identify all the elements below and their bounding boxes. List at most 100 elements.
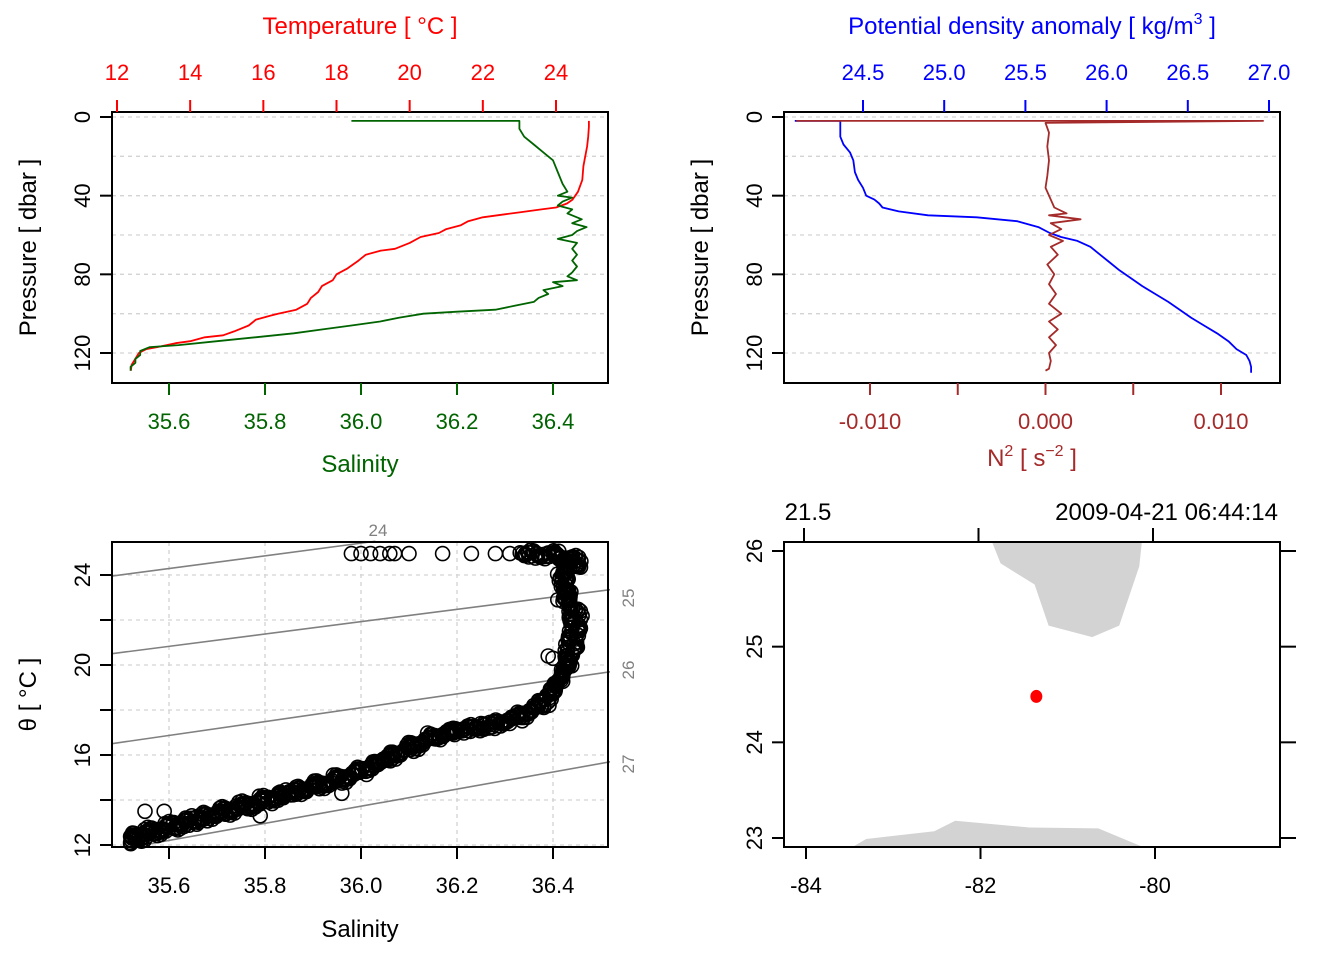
ts-point [434, 545, 451, 562]
ts-point [545, 650, 561, 667]
temperature-axis-tick-label: 12 [105, 60, 129, 85]
ts-point [512, 544, 529, 561]
land-cuba [852, 820, 1144, 847]
ts-point [473, 715, 489, 732]
pressure-axis-tick-label: 120 [70, 335, 95, 372]
ts-point [501, 545, 518, 562]
density-contour-27 [130, 761, 610, 847]
density-axis-tick-label: 24.5 [842, 60, 885, 85]
series-line-potential-density-anomaly [794, 120, 1252, 373]
longitude-axis-tick-label: -80 [1139, 873, 1171, 898]
pressure-axis-tick-label: 0 [70, 111, 95, 123]
pressure-axis-tick-label: 80 [70, 262, 95, 286]
salinity-axis-tick-label: 35.8 [244, 409, 287, 434]
n2-axis-title: N2 [ s−2 ] [987, 443, 1077, 472]
land-layer [852, 542, 1144, 847]
density-axis-tick-label: 26.5 [1166, 60, 1209, 85]
density-contour-label: 26 [619, 661, 638, 680]
salinity-axis-title: Salinity [321, 916, 398, 943]
latitude-axis-tick-label: 24 [742, 730, 767, 754]
latitude-axis-tick-label: 26 [742, 539, 767, 563]
ts-point [560, 628, 577, 645]
density-axis-title: Potential density anomaly [ kg/m3 ] [848, 11, 1216, 40]
theta-axis-tick-label: 20 [70, 653, 95, 677]
density-contour-label: 24 [369, 521, 388, 540]
latitude-axis-tick-label: 23 [742, 826, 767, 850]
series-line-temperature [130, 120, 590, 371]
pressure-axis-title: Pressure [ dbar ] [15, 159, 42, 336]
pressure-axis-tick-label: 80 [742, 262, 767, 286]
density-contour-label: 25 [619, 589, 638, 608]
theta-axis-tick-label: 12 [70, 833, 95, 857]
salinity-axis-tick-label: 36.0 [340, 873, 383, 898]
ts-point [343, 545, 360, 562]
salinity-axis-title: Salinity [321, 451, 398, 478]
ts-point [501, 715, 518, 732]
density-contours [112, 540, 610, 847]
pressure-axis-tick-label: 40 [70, 183, 95, 207]
theta-axis-tick-label: 24 [70, 563, 95, 587]
series-line-salinity [129, 120, 588, 371]
longitude-axis-tick-label: -84 [790, 873, 822, 898]
n2-axis-tick-label: -0.010 [839, 409, 901, 434]
latitude-axis-tick-label: 25 [742, 634, 767, 658]
pressure-axis-tick-label: 0 [742, 111, 767, 123]
density-contour-24 [112, 540, 376, 577]
density-contour-25 [112, 588, 610, 655]
panel-ts-diagram: 24 25 26 27 12 16 20 24 θ [ °C ] 35.6 35.8 36.0 36.2… [15, 521, 638, 943]
theta-axis-tick-label: 16 [70, 743, 95, 767]
pressure-axis-title: Pressure [ dbar ] [687, 159, 714, 336]
density-axis-tick-label: 25.5 [1004, 60, 1047, 85]
top-label-datetime: 2009-04-21 06:44:14 [1055, 499, 1278, 526]
temperature-axis-title: Temperature [ °C ] [263, 13, 458, 40]
plot-frame [111, 541, 609, 848]
panel-station-map: 23 24 25 26 -84 -82 -80 21.5 2009-04-21 06:44:14 [742, 499, 1296, 898]
ts-point [353, 545, 369, 562]
panel-density-n2-profile: 0 40 80 120 Pressure [ dbar ] 24.5 25.0 25.5 26.… [687, 11, 1290, 472]
salinity-axis-tick-label: 36.0 [340, 409, 383, 434]
salinity-axis-tick-label: 35.8 [244, 873, 287, 898]
panel-temperature-salinity-profile: 0 40 80 120 Pressure [ dbar ] 12 14 16 18 20 22 24 T… [15, 13, 609, 478]
plot-frame [783, 111, 1281, 384]
density-contour-label: 27 [619, 755, 638, 774]
top-label-left: 21.5 [785, 499, 832, 526]
density-axis-tick-label: 27.0 [1248, 60, 1291, 85]
ts-point [487, 545, 504, 562]
salinity-axis-tick-label: 36.4 [532, 409, 575, 434]
pressure-axis-tick-label: 120 [742, 335, 767, 372]
ts-point [362, 545, 379, 562]
density-contour-26 [112, 671, 610, 745]
ts-point [381, 545, 398, 562]
density-axis-tick-label: 26.0 [1085, 60, 1128, 85]
temperature-axis-tick-label: 16 [251, 60, 275, 85]
ts-point [252, 807, 269, 824]
temperature-axis-tick-label: 22 [471, 60, 495, 85]
n2-axis-tick-label: 0.010 [1193, 409, 1248, 434]
temperature-axis-tick-label: 24 [544, 60, 568, 85]
theta-axis-title: θ [ °C ] [15, 658, 42, 732]
salinity-axis-tick-label: 36.2 [436, 873, 479, 898]
salinity-axis-tick-label: 36.4 [532, 873, 575, 898]
land-florida [992, 542, 1142, 638]
ts-point [156, 803, 172, 820]
temperature-axis-tick-label: 18 [324, 60, 348, 85]
n2-axis-tick-label: 0.000 [1018, 409, 1073, 434]
temperature-axis-tick-label: 20 [397, 60, 421, 85]
series-line-n2 [796, 120, 1264, 372]
salinity-axis-tick-label: 35.6 [148, 409, 191, 434]
ts-point [516, 547, 533, 564]
ts-point [137, 803, 153, 820]
ts-points [122, 542, 590, 852]
ts-point [463, 545, 480, 562]
temperature-axis-tick-label: 14 [178, 60, 202, 85]
ts-point [401, 545, 417, 562]
ts-point [435, 728, 451, 745]
density-axis-tick-label: 25.0 [923, 60, 966, 85]
salinity-axis-tick-label: 36.2 [436, 409, 479, 434]
longitude-axis-tick-label: -82 [965, 873, 997, 898]
salinity-axis-tick-label: 35.6 [148, 873, 191, 898]
plot-frame [783, 541, 1281, 848]
ts-point [333, 785, 350, 802]
station-marker [1030, 689, 1043, 703]
